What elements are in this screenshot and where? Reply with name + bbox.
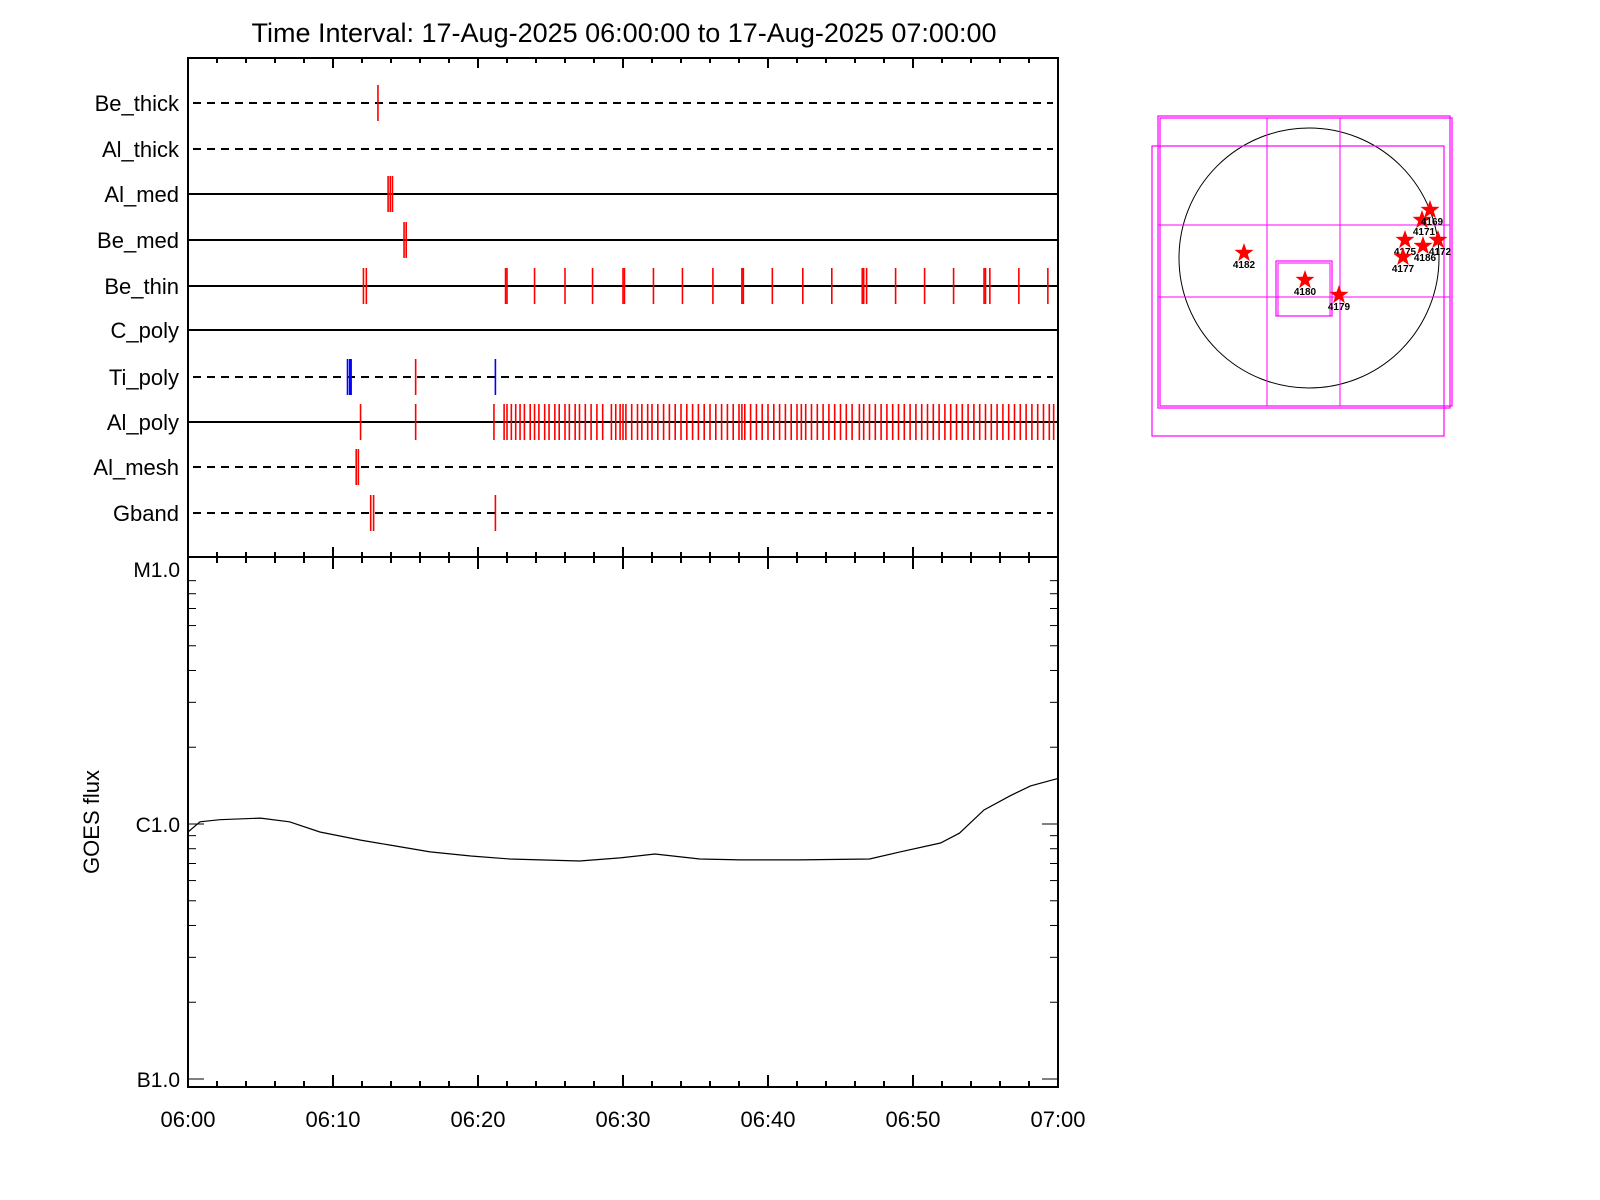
region-label: 4182 [1233, 260, 1256, 271]
row-label: Al_thick [102, 137, 180, 162]
region-star-marker [1329, 285, 1349, 304]
row-label: Al_mesh [93, 455, 179, 480]
region-star-marker [1395, 230, 1415, 249]
goes-panel: 06:00 06:10 06:20 06:30 06:40 06:50 07:00 M1.0 C… [133, 556, 1086, 1132]
region-label: 4175 [1394, 247, 1417, 258]
row-label: Al_med [104, 182, 179, 207]
region-star-marker [1412, 210, 1432, 229]
region-label: 4177 [1392, 264, 1415, 275]
region-label: 4179 [1328, 302, 1351, 313]
region-star-marker [1413, 236, 1433, 255]
goes-panel-frame [187, 556, 1059, 1088]
region-star-marker [1295, 270, 1315, 289]
region-star-marker [1428, 230, 1448, 249]
region-label: 4180 [1294, 287, 1317, 298]
x-tick-label: 06:00 [160, 1107, 215, 1132]
x-tick-label: 06:10 [305, 1107, 360, 1132]
row-label: Be_thin [104, 274, 179, 299]
event-panel: Be_thick Al_thick Al_med Be_med Be_thin C_pol… [93, 57, 1059, 558]
y-tick-label: C1.0 [136, 814, 180, 837]
row-label: Ti_poly [109, 365, 179, 390]
fov-box [1157, 115, 1451, 409]
fov-box [1277, 262, 1331, 317]
goes-flux-line [187, 777, 1059, 862]
row-label: Gband [113, 501, 179, 526]
x-tick-label: 06:40 [740, 1107, 795, 1132]
y-tick-label: M1.0 [133, 559, 180, 582]
row-label: C_poly [111, 318, 179, 343]
row-label: Be_med [97, 228, 179, 253]
region-label: 4172 [1429, 247, 1452, 258]
event-panel-frame [187, 57, 1059, 558]
x-tick-label: 07:00 [1030, 1107, 1085, 1132]
row-label: Al_poly [107, 410, 179, 435]
region-star-marker [1420, 200, 1440, 219]
chart-title: Time Interval: 17-Aug-2025 06:00:00 to 1… [251, 18, 996, 48]
row-label: Be_thick [95, 91, 180, 116]
x-tick-label: 06:20 [450, 1107, 505, 1132]
solar-disk [1178, 127, 1440, 389]
fov-box [1159, 117, 1453, 407]
fov-box [1151, 145, 1445, 437]
region-label: 4186 [1414, 253, 1437, 264]
x-tick-label: 06:30 [595, 1107, 650, 1132]
region-star-marker [1393, 247, 1413, 266]
x-tick-label: 06:50 [885, 1107, 940, 1132]
y-axis-label: GOES flux [79, 770, 104, 874]
region-label: 4169 [1421, 217, 1444, 228]
region-star-marker [1234, 243, 1254, 262]
region-label: 4171 [1413, 227, 1436, 238]
y-tick-label: B1.0 [137, 1069, 180, 1092]
